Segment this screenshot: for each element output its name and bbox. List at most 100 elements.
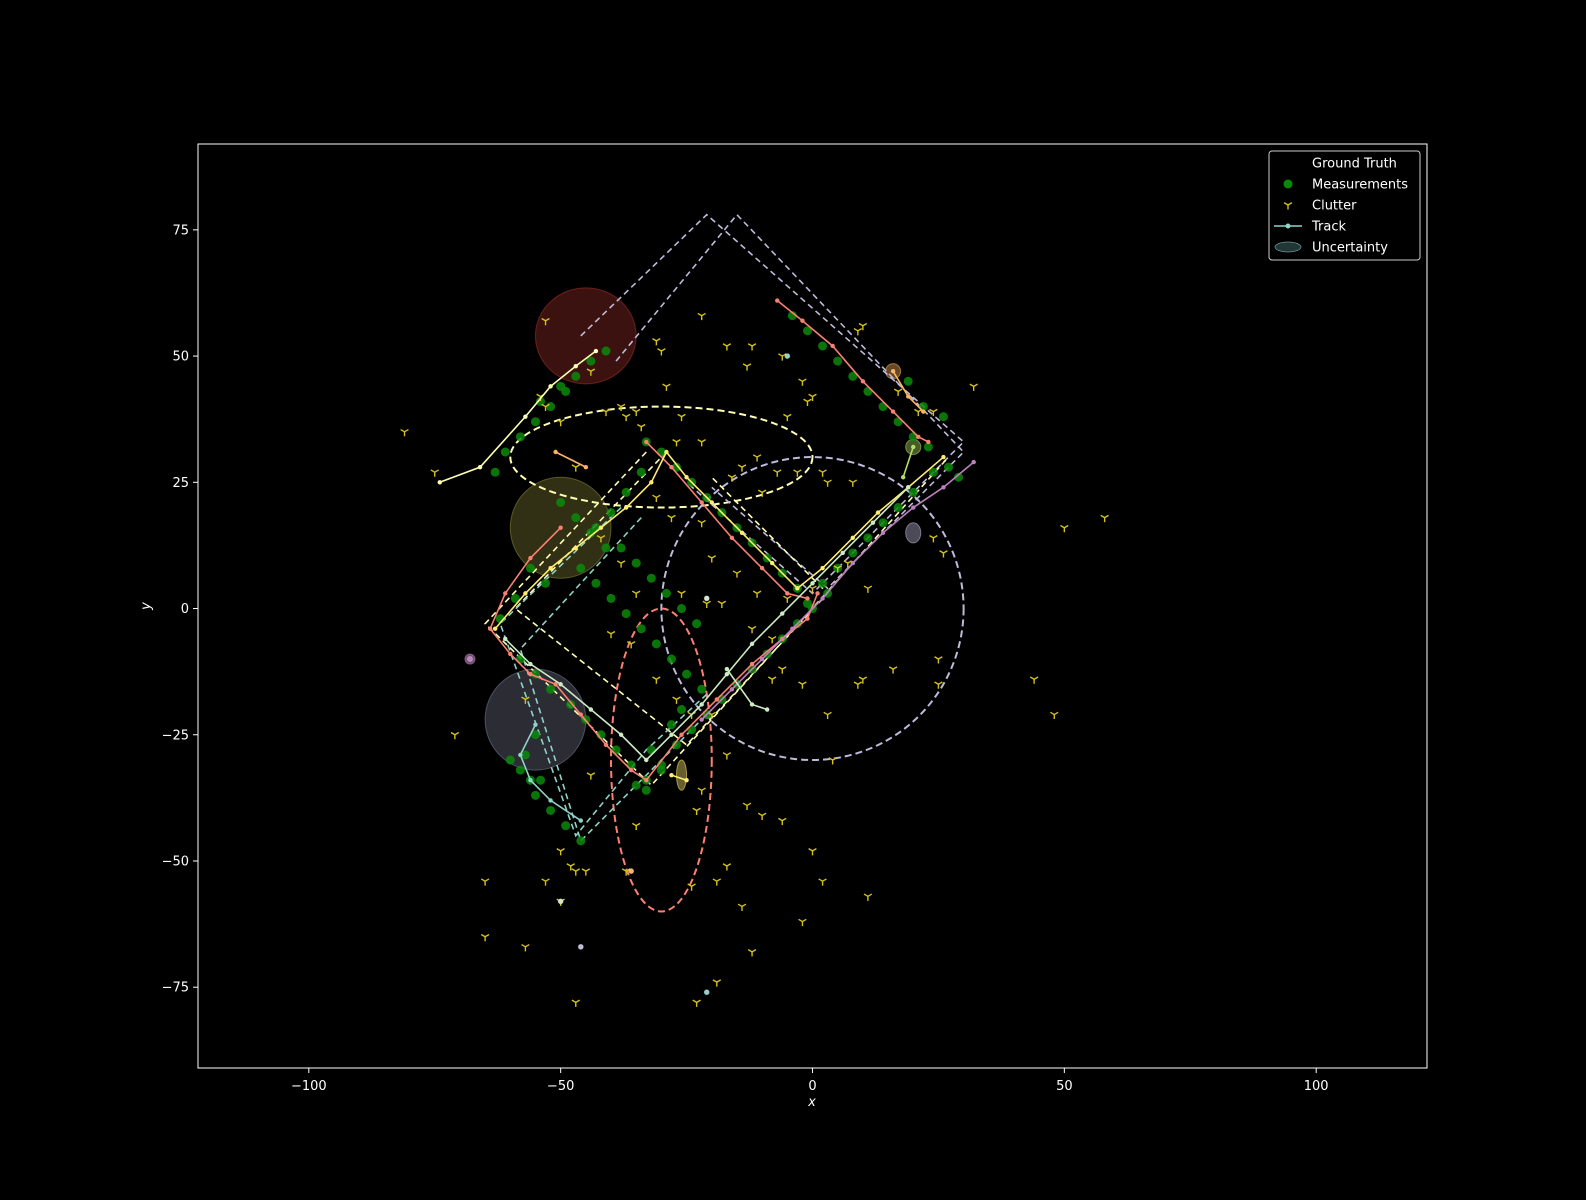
measurement-point-41 bbox=[601, 543, 611, 553]
track-4-point-2 bbox=[548, 565, 553, 571]
legend-frame bbox=[1268, 150, 1421, 261]
measurement-point-74 bbox=[682, 669, 692, 679]
clutter-point-54 bbox=[672, 696, 681, 704]
track-5-point-1 bbox=[528, 661, 533, 667]
clutter-point-45 bbox=[833, 565, 842, 573]
measurement-point-76 bbox=[505, 755, 515, 765]
clutter-point-98 bbox=[571, 999, 581, 1007]
clutter-point-112 bbox=[752, 590, 762, 598]
measurement-point-26 bbox=[833, 356, 843, 366]
measurement-point-42 bbox=[525, 563, 535, 573]
track-4-point-15 bbox=[875, 510, 881, 515]
isolated-track-point-6 bbox=[703, 595, 710, 602]
track-4-point-0 bbox=[492, 626, 498, 631]
isolated-track-point-0 bbox=[784, 353, 791, 360]
legend-label: Clutter bbox=[1312, 199, 1357, 214]
track-line-8 bbox=[555, 451, 587, 468]
x-tick-label: −100 bbox=[291, 1079, 327, 1094]
clutter-point-93 bbox=[798, 918, 807, 927]
clutter-point-100 bbox=[601, 408, 611, 417]
measurement-point-73 bbox=[666, 654, 676, 664]
clutter-point-11 bbox=[742, 363, 752, 371]
measurement-point-46 bbox=[515, 654, 525, 664]
x-axis: −100 −50 0 50 100 bbox=[291, 1068, 1329, 1094]
clutter-point-1 bbox=[430, 469, 439, 477]
clutter-point-85 bbox=[480, 933, 490, 942]
y-tick-label: −25 bbox=[162, 728, 189, 743]
clutter-point-41 bbox=[732, 570, 742, 578]
track-4-point-11 bbox=[770, 560, 775, 566]
ground-truth-path-1 bbox=[615, 213, 965, 590]
uncertainty-ellipse-2 bbox=[484, 668, 587, 771]
track-4-point-9 bbox=[709, 500, 714, 505]
track-0-point-4 bbox=[573, 363, 578, 369]
clutter-point-51 bbox=[606, 630, 616, 639]
measurement-point-83 bbox=[536, 775, 546, 785]
uncertainty-ellipse-4 bbox=[660, 456, 965, 761]
clutter-point-108 bbox=[672, 439, 681, 447]
track-line-11 bbox=[671, 774, 687, 781]
legend-label: Track bbox=[1311, 220, 1346, 235]
clutter-point-96 bbox=[712, 979, 722, 987]
track-0-point-5 bbox=[593, 348, 599, 354]
track-10-point-1 bbox=[911, 444, 916, 450]
track-2-point-1 bbox=[800, 318, 805, 323]
y-tick-label: 75 bbox=[172, 223, 189, 238]
isolated-track-point-5 bbox=[466, 656, 473, 663]
clutter-point-14 bbox=[808, 393, 817, 401]
clutter-point-106 bbox=[803, 398, 812, 407]
isolated-track-point-3 bbox=[703, 989, 710, 996]
clutter-point-15 bbox=[853, 327, 863, 336]
clutter-point-49 bbox=[929, 534, 938, 543]
legend: Ground Truth Measurements Clutter Track Unce… bbox=[1268, 150, 1421, 261]
clutter-point-94 bbox=[863, 893, 873, 901]
clutter-point-35 bbox=[596, 534, 606, 543]
track-6-point-2 bbox=[759, 656, 765, 662]
measurement-point-27 bbox=[848, 371, 858, 381]
track-4-point-12 bbox=[795, 586, 800, 591]
measurement-point-91 bbox=[893, 503, 903, 513]
isolated-track-point-2 bbox=[577, 943, 584, 950]
track-4-point-8 bbox=[684, 475, 689, 480]
track-2-point-4 bbox=[890, 409, 896, 414]
track-4-point-14 bbox=[850, 535, 855, 541]
track-6-point-1 bbox=[729, 687, 735, 692]
clutter-point-24 bbox=[652, 494, 661, 502]
clutter-point-69 bbox=[450, 731, 460, 740]
y-tick-label: 0 bbox=[181, 602, 189, 617]
track-5-point-9 bbox=[749, 641, 755, 647]
clutter-point-78 bbox=[808, 848, 817, 856]
clutter-point-102 bbox=[631, 408, 641, 417]
measurement-point-99 bbox=[677, 705, 687, 715]
track-9-point-1 bbox=[906, 394, 911, 399]
clutter-point-72 bbox=[631, 822, 641, 831]
track-8-point-0 bbox=[553, 449, 558, 455]
clutter-point-82 bbox=[571, 868, 581, 876]
clutter-point-60 bbox=[778, 666, 787, 674]
clutter-point-0 bbox=[400, 428, 409, 437]
clutter-point-38 bbox=[677, 590, 686, 598]
track-4-point-6 bbox=[649, 480, 654, 485]
clutter-point-25 bbox=[667, 514, 676, 523]
measurement-point-57 bbox=[687, 725, 697, 735]
track-10-point-0 bbox=[900, 475, 906, 480]
track-4-point-7 bbox=[664, 449, 669, 455]
clutter-point-34 bbox=[848, 479, 858, 487]
clutter-point-8 bbox=[697, 312, 706, 321]
measurement-point-33 bbox=[903, 376, 913, 386]
clutter-point-28 bbox=[727, 474, 737, 482]
clutter-point-66 bbox=[1050, 711, 1059, 720]
track-5-point-5 bbox=[644, 757, 649, 763]
measurement-point-72 bbox=[651, 639, 661, 649]
clutter-point-13 bbox=[798, 378, 807, 386]
isolated-track-point-1 bbox=[557, 898, 564, 905]
clutter-point-58 bbox=[798, 681, 807, 689]
track-7-point-4 bbox=[578, 818, 584, 823]
legend-measurements-marker bbox=[1283, 179, 1293, 189]
track-0-point-1 bbox=[477, 464, 483, 470]
clutter-point-81 bbox=[556, 848, 565, 856]
clutter-point-32 bbox=[793, 469, 802, 477]
measurement-point-97 bbox=[646, 745, 656, 755]
measurement-point-32 bbox=[923, 442, 933, 452]
